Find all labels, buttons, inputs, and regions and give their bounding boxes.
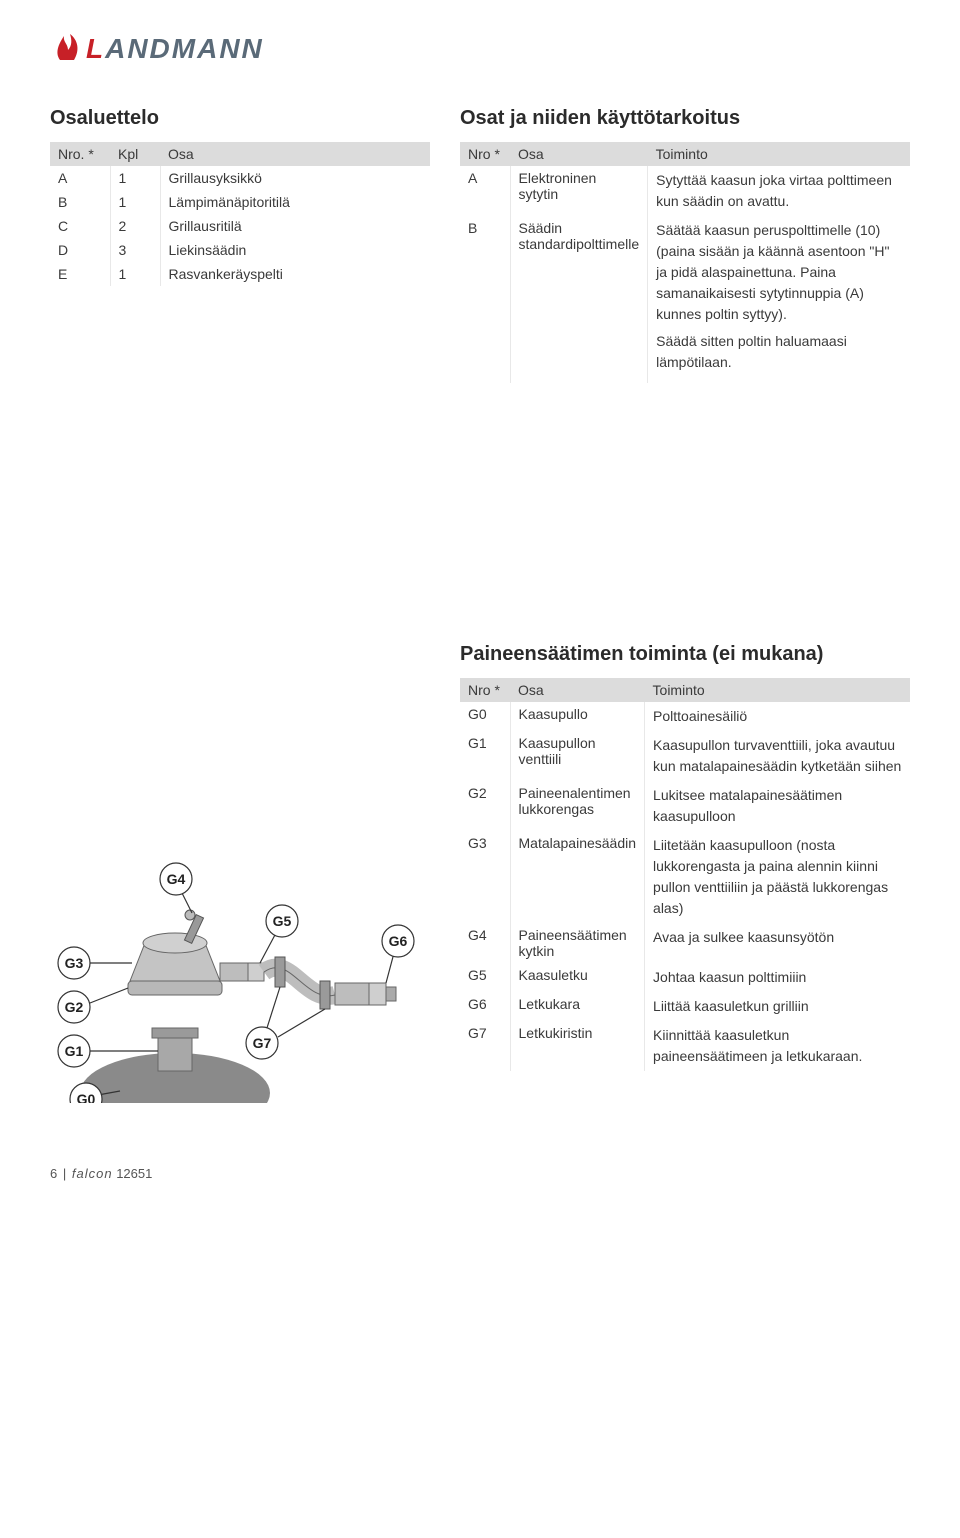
table-row: C2Grillausritilä [50,214,430,238]
footer-model: 12651 [116,1166,152,1181]
table-row: B Säädin standardipolttimelle Säätää kaa… [460,216,910,383]
diagram-label-g7: G7 [253,1035,272,1051]
diagram-label-g5: G5 [273,913,292,929]
footer-brand: falcon [72,1166,113,1181]
table-header: Osa [510,142,648,166]
table-row: G2Paineenalentimen lukkorengasLukitsee m… [460,781,910,831]
heading-parts-purpose: Osat ja niiden käyttötarkoitus [460,107,910,130]
table-row: G1Kaasupullon venttiiliKaasupullon turva… [460,731,910,781]
table-row: G0KaasupulloPolttoainesäiliö [460,702,910,731]
table-row: A Elektroninen sytytin Sytyttää kaasun j… [460,166,910,216]
regulator-table: Nro * Osa Toiminto G0KaasupulloPolttoain… [460,678,910,1071]
diagram-label-g3: G3 [65,955,84,971]
cell-para: Säätää kaasun peruspolttimelle (10) (pai… [656,220,902,325]
table-header: Toiminto [645,678,910,702]
table-row: E1Rasvankeräyspelti [50,262,430,286]
table-header: Osa [160,142,430,166]
diagram-label-g2: G2 [65,999,84,1015]
right-column: Osat ja niiden käyttötarkoitus Nro * Osa… [460,107,910,383]
table-header: Osa [510,678,645,702]
left-column: Osaluettelo Nro. * Kpl Osa A1Grillausyks… [50,107,430,383]
table-row: D3Liekinsäädin [50,238,430,262]
heading-parts-list: Osaluettelo [50,107,430,130]
table-row: A1Grillausyksikkö [50,166,430,190]
table-row: G4Paineensäätimen kytkinAvaa ja sulkee k… [460,923,910,963]
table-row: G3MatalapainesäädinLiitetään kaasupulloo… [460,831,910,923]
table-row: G6LetkukaraLiittää kaasuletkun grilliin [460,992,910,1021]
table-row: G7LetkukiristinKiinnittää kaasuletkun pa… [460,1021,910,1071]
regulator-diagram: G4 G3 G2 G1 G0 G5 G6 G7 [50,643,430,1106]
table-row: G5KaasuletkuJohtaa kaasun polttimiiin [460,963,910,992]
cell-para: Säädä sitten poltin haluamaasi lämpötila… [656,331,902,373]
top-columns: Osaluettelo Nro. * Kpl Osa A1Grillausyks… [50,107,910,383]
parts-list-table: Nro. * Kpl Osa A1Grillausyksikkö B1Lämpi… [50,142,430,286]
table-header: Nro * [460,142,510,166]
table-row: B1Lämpimänäpitoritilä [50,190,430,214]
bottom-section: G4 G3 G2 G1 G0 G5 G6 G7 Paineensäätimen … [50,643,910,1106]
diagram-label-g6: G6 [389,933,408,949]
diagram-label-g4: G4 [167,871,186,887]
table-header: Toiminto [648,142,910,166]
table-header: Kpl [110,142,160,166]
page-number: 6 [50,1166,57,1181]
flame-icon [50,30,84,67]
table-header: Nro. * [50,142,110,166]
logo-text: LANDMANN [86,33,264,65]
logo: LANDMANN [50,30,910,67]
diagram-label-g0: G0 [77,1091,96,1103]
table-header: Nro * [460,678,510,702]
parts-purpose-table: Nro * Osa Toiminto A Elektroninen sytyti… [460,142,910,383]
heading-regulator: Paineensäätimen toiminta (ei mukana) [460,643,910,666]
page-footer: 6 | falcon 12651 [50,1166,910,1181]
regulator-column: Paineensäätimen toiminta (ei mukana) Nro… [460,643,910,1071]
diagram-label-g1: G1 [65,1043,84,1059]
